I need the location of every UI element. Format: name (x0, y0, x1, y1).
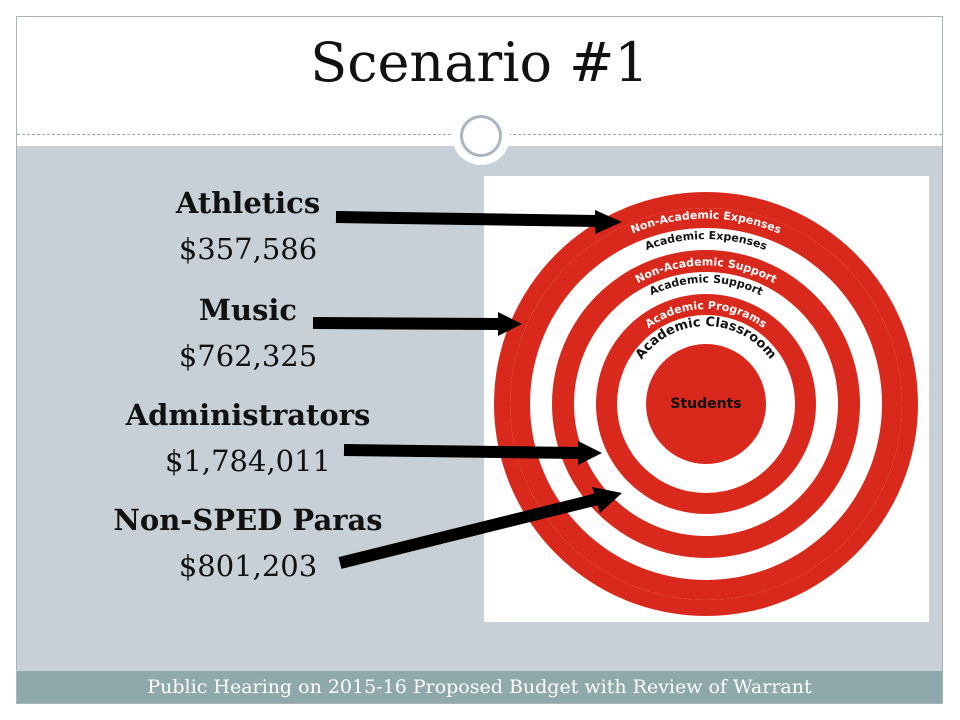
ring-center-red (646, 344, 766, 464)
item-paras-value: $801,203 (178, 549, 318, 583)
item-music-value: $762,325 (178, 339, 318, 373)
divider-ornament-ring-icon (460, 115, 502, 157)
item-athletics-value: $357,586 (178, 232, 318, 266)
item-music-label: Music (198, 293, 298, 327)
item-administrators-label: Administrators (125, 398, 371, 432)
target-svg: Non-Academic Expenses Academic Expenses … (494, 192, 918, 616)
center-label-students: Students (670, 396, 741, 412)
target-diagram: Non-Academic Expenses Academic Expenses … (484, 176, 929, 622)
item-paras-label: Non-SPED Paras (113, 503, 383, 537)
item-administrators-value: $1,784,011 (164, 444, 332, 478)
item-athletics-label: Athletics (175, 186, 321, 220)
slide-title: Scenario #1 (310, 31, 649, 94)
slide-footer: Public Hearing on 2015-16 Proposed Budge… (17, 671, 942, 703)
